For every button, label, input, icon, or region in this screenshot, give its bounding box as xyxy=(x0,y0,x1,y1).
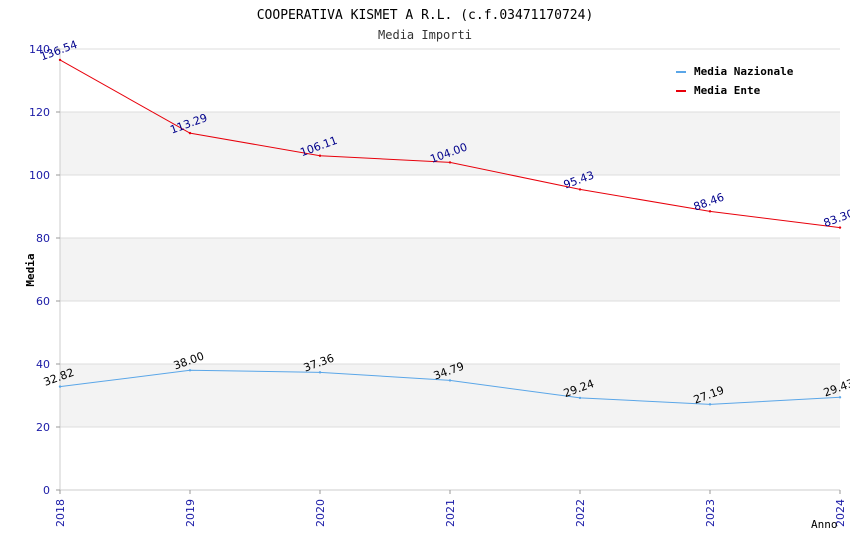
grid-band xyxy=(60,238,840,301)
x-tick-label: 2020 xyxy=(314,499,327,527)
y-tick-label: 0 xyxy=(43,484,50,497)
x-tick-label: 2018 xyxy=(54,499,67,527)
y-tick-label: 120 xyxy=(29,106,50,119)
data-point-media-ente xyxy=(708,210,712,213)
x-tick-label: 2023 xyxy=(704,499,717,527)
grid-bands xyxy=(60,112,840,427)
data-point-media-nazionale xyxy=(838,396,842,399)
y-ticks: 0 20 40 60 80 100 120 140 xyxy=(29,43,60,497)
grid-band xyxy=(60,364,840,427)
chart-title: COOPERATIVA KISMET A R.L. (c.f.034711707… xyxy=(257,8,594,23)
data-point-media-nazionale xyxy=(188,369,192,372)
chart-subtitle: Media Importi xyxy=(378,28,472,42)
y-tick-label: 100 xyxy=(29,169,50,182)
data-label-media-ente: 83.30 xyxy=(822,207,850,230)
x-tick-label: 2022 xyxy=(574,499,587,527)
y-tick-label: 140 xyxy=(29,43,50,56)
y-tick-label: 20 xyxy=(36,421,50,434)
y-tick-label: 80 xyxy=(36,232,50,245)
data-point-media-ente xyxy=(58,58,62,62)
y-tick-label: 40 xyxy=(36,358,50,371)
data-point-media-ente xyxy=(838,226,842,229)
x-axis-label: Anno xyxy=(811,518,838,531)
data-point-media-nazionale xyxy=(448,379,452,382)
data-point-media-ente xyxy=(578,188,582,191)
legend-label-media-ente: Media Ente xyxy=(694,84,761,97)
data-point-media-nazionale xyxy=(58,385,62,388)
x-tick-label: 2019 xyxy=(184,499,197,527)
data-point-media-nazionale xyxy=(318,371,322,374)
data-point-media-nazionale xyxy=(578,396,582,400)
grid-band xyxy=(60,112,840,175)
x-ticks: 2018 2019 2020 2021 2022 2023 2024 xyxy=(54,490,847,527)
data-label-media-ente: 88.46 xyxy=(692,191,726,214)
y-tick-label: 60 xyxy=(36,295,50,308)
data-point-media-nazionale xyxy=(708,403,712,406)
data-point-media-ente xyxy=(188,131,192,135)
x-tick-label: 2024 xyxy=(834,499,847,527)
legend-label-media-nazionale: Media Nazionale xyxy=(694,65,794,78)
y-axis-label: Media xyxy=(24,253,37,286)
data-label-media-ente: 136.54 xyxy=(38,38,79,63)
legend: Media Nazionale Media Ente xyxy=(676,65,794,97)
series-layer xyxy=(58,58,842,406)
data-point-media-ente xyxy=(448,161,452,164)
x-tick-label: 2021 xyxy=(444,499,457,527)
data-point-media-ente xyxy=(318,154,322,157)
